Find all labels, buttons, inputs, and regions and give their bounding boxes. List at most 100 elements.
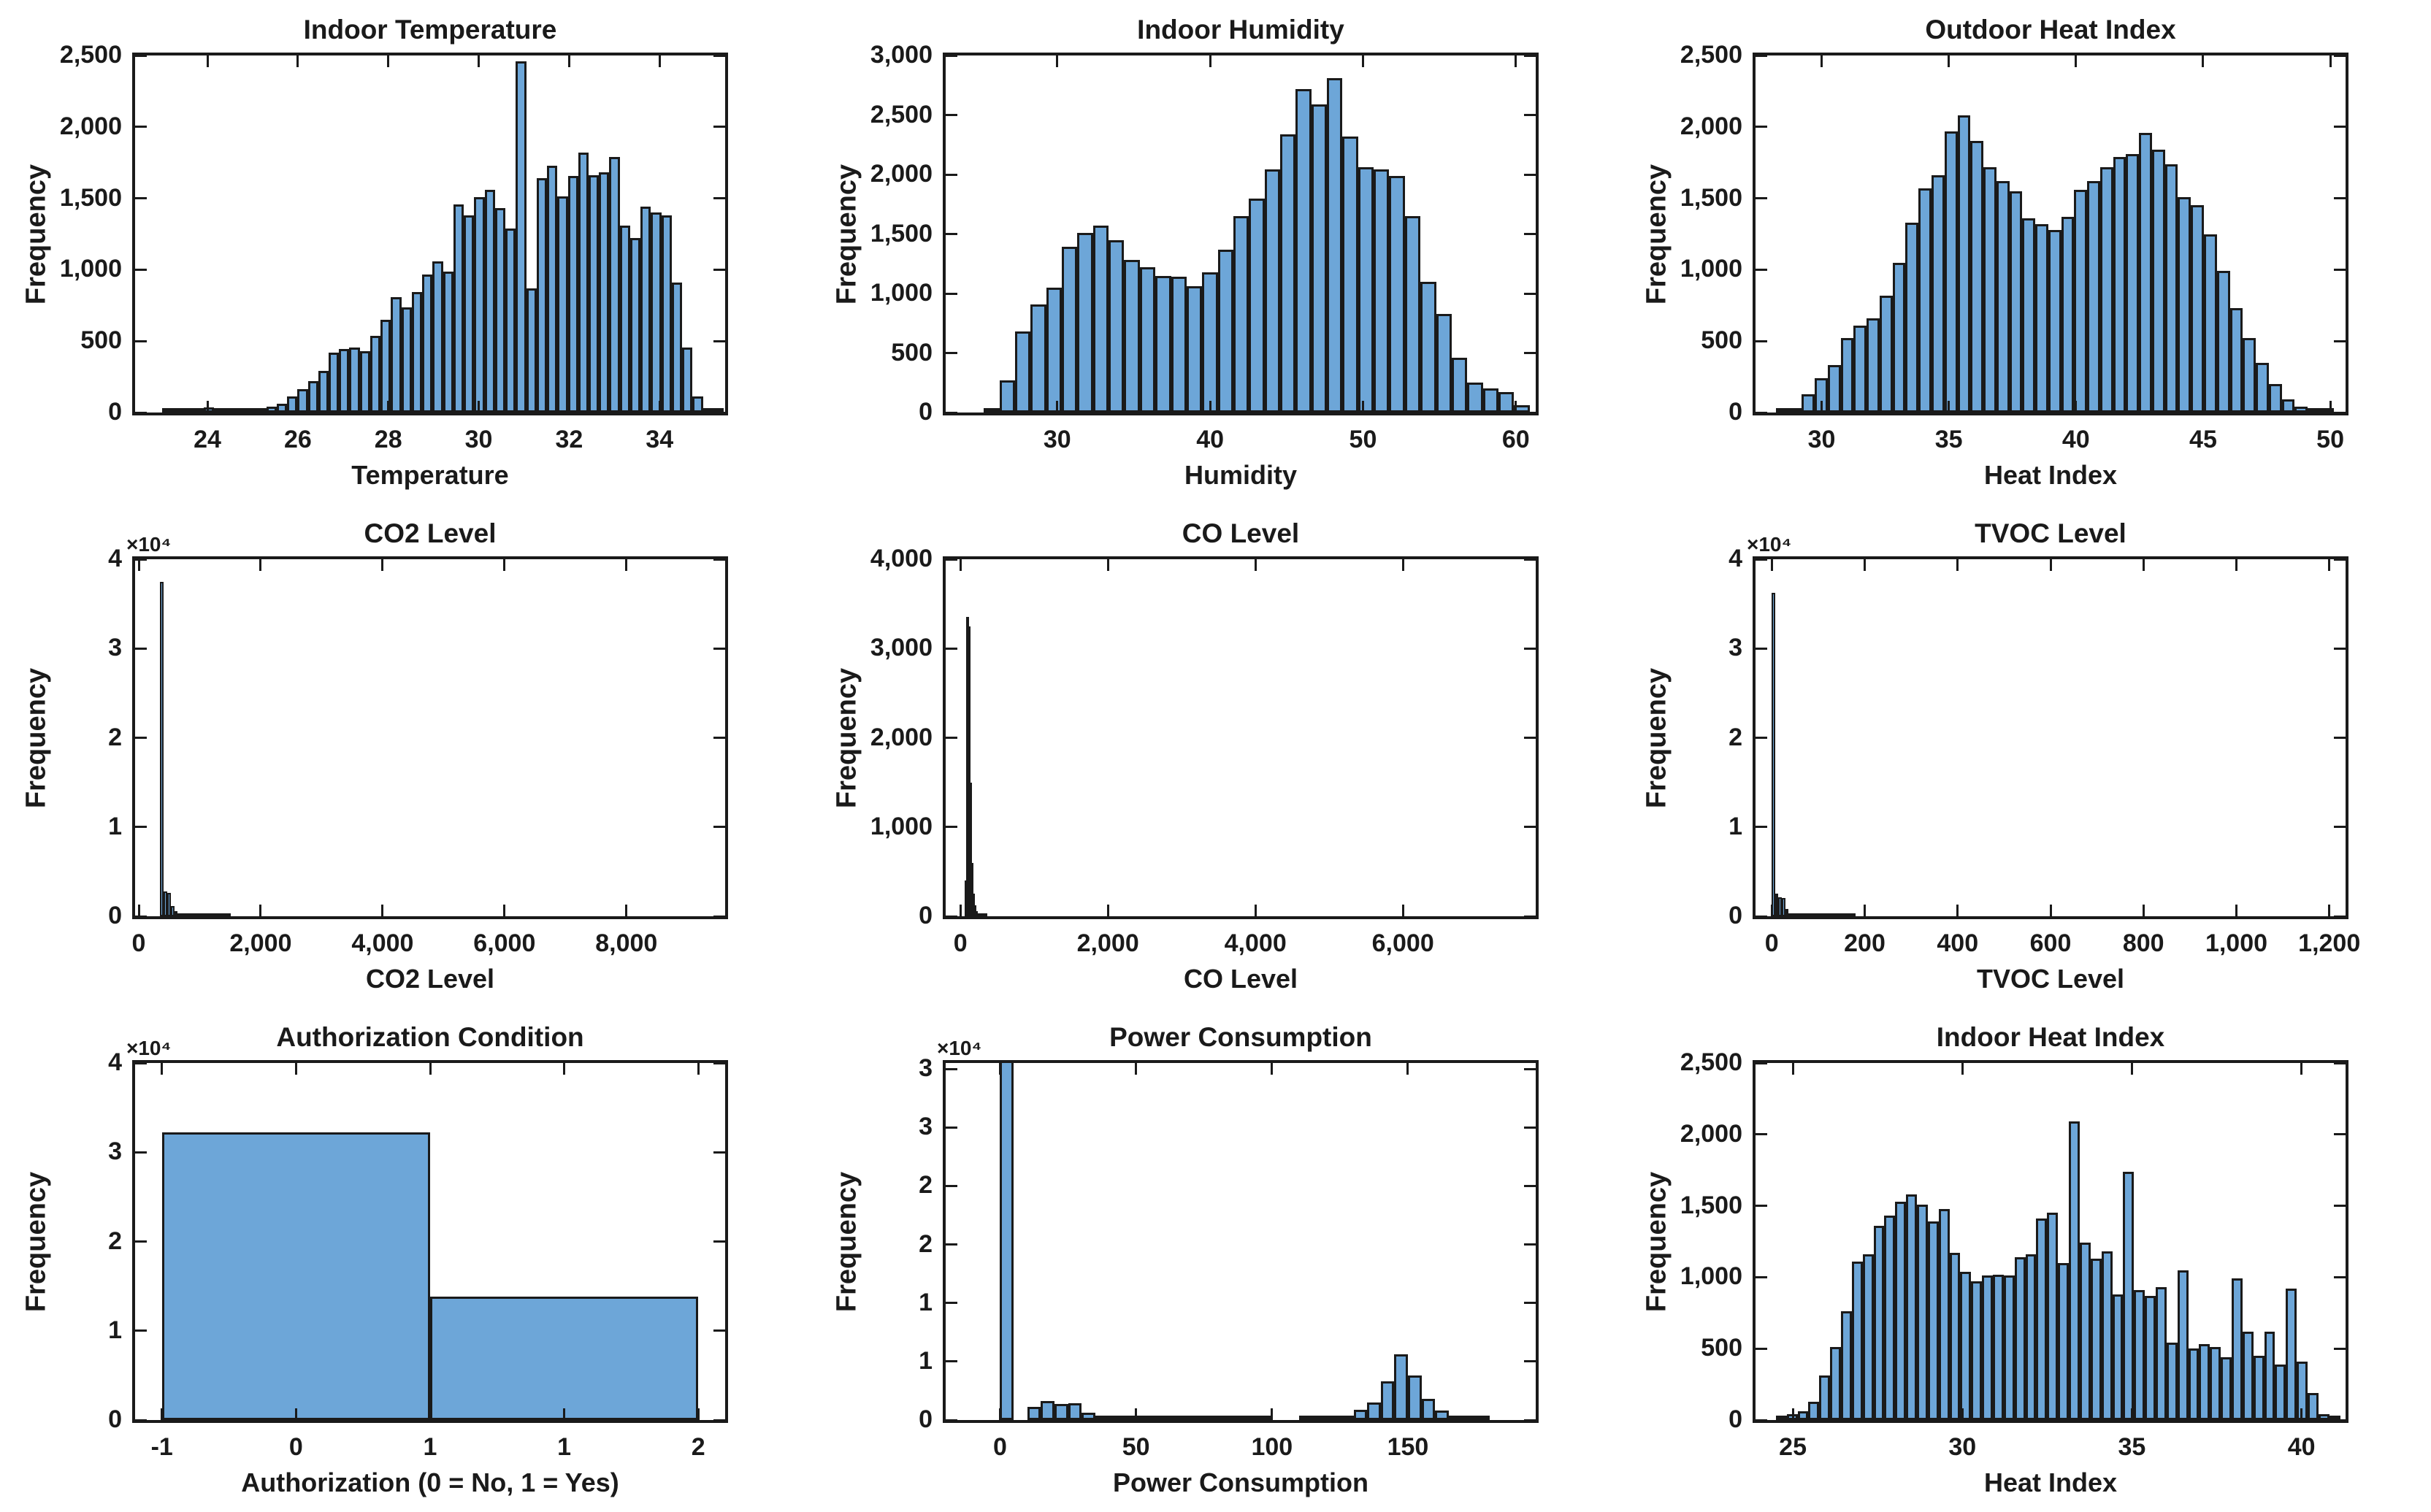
histogram-bar bbox=[2281, 399, 2295, 412]
histogram-bar bbox=[1380, 1381, 1395, 1420]
histogram-bars bbox=[946, 55, 1536, 412]
histogram-bar bbox=[1299, 1416, 1313, 1420]
histogram-bar bbox=[1927, 1221, 1939, 1420]
histogram-bar bbox=[1879, 295, 1893, 412]
y-tick-mark bbox=[135, 558, 147, 561]
histogram-bar bbox=[359, 350, 370, 412]
y-tick-label: 1 bbox=[919, 1346, 933, 1375]
x-tick-mark bbox=[1956, 905, 1959, 916]
y-tick-label: 1 bbox=[919, 1288, 933, 1316]
x-axis-label: Heat Index bbox=[1983, 1467, 2118, 1497]
y-tick-mark bbox=[713, 411, 725, 414]
histogram-bar bbox=[1081, 1413, 1095, 1420]
y-tick-label: 3 bbox=[108, 634, 122, 662]
y-tick-mark bbox=[135, 915, 147, 918]
histogram-bar bbox=[661, 215, 672, 412]
y-tick-mark bbox=[2334, 1275, 2346, 1278]
histogram-bar bbox=[2009, 191, 2023, 412]
plot-title: Outdoor Heat Index bbox=[1925, 15, 2176, 45]
histogram-bar bbox=[1778, 897, 1782, 916]
histogram-bar bbox=[2099, 166, 2113, 412]
histogram-bar bbox=[999, 380, 1016, 412]
histogram-bar bbox=[1842, 913, 1846, 916]
histogram-bar bbox=[589, 175, 600, 412]
y-tick-mark bbox=[135, 1329, 147, 1332]
x-tick-mark bbox=[1948, 55, 1950, 67]
y-tick-label: 500 bbox=[1701, 326, 1742, 355]
y-tick-mark bbox=[1756, 826, 1767, 829]
x-tick-mark bbox=[296, 55, 299, 67]
y-tick-label: 2,000 bbox=[870, 160, 933, 188]
histogram-bar bbox=[2087, 181, 2100, 412]
y-tick-label: 2 bbox=[108, 723, 122, 751]
x-tick-mark bbox=[296, 401, 299, 412]
x-tick-mark bbox=[998, 1408, 1001, 1420]
histogram-bar bbox=[2036, 1219, 2048, 1420]
y-tick-mark bbox=[946, 233, 957, 235]
histogram-bar bbox=[1970, 141, 1984, 412]
histogram-bar bbox=[1000, 1063, 1014, 1420]
y-tick-mark bbox=[713, 126, 725, 128]
x-tick-mark bbox=[503, 559, 506, 571]
histogram-bar bbox=[1217, 1415, 1231, 1420]
histogram-bar bbox=[1109, 239, 1125, 412]
histogram-bars bbox=[135, 559, 725, 916]
y-tick-label: 2,000 bbox=[59, 112, 122, 140]
histogram-bar bbox=[1867, 318, 1880, 412]
histogram-bar bbox=[328, 352, 340, 412]
x-tick-mark bbox=[1106, 559, 1109, 571]
x-tick-mark bbox=[429, 1408, 432, 1420]
histogram-bar bbox=[1092, 226, 1109, 412]
histogram-bar bbox=[1077, 232, 1093, 412]
y-tick-label: 4,000 bbox=[870, 545, 933, 572]
histogram-bar bbox=[2139, 132, 2152, 412]
subplot-outdoor-heat-index: Outdoor Heat Index Frequency Heat Index 30 3… bbox=[1620, 0, 2431, 504]
x-tick-mark bbox=[658, 55, 661, 67]
x-tick-mark bbox=[563, 1408, 566, 1420]
x-tick-label: 200 bbox=[1844, 929, 1886, 957]
histogram-bar bbox=[370, 336, 381, 412]
histogram-bar bbox=[1983, 166, 1997, 412]
y-tick-mark bbox=[946, 558, 957, 561]
histogram-bar bbox=[161, 1132, 430, 1420]
y-tick-mark bbox=[135, 197, 147, 200]
histogram-bar bbox=[599, 172, 610, 412]
histogram-bar bbox=[401, 307, 412, 412]
histogram-bar bbox=[1095, 1416, 1109, 1420]
plot-title: Power Consumption bbox=[1109, 1022, 1372, 1052]
histogram-bar bbox=[1993, 1274, 2004, 1420]
histogram-bar bbox=[422, 275, 433, 412]
histogram-bar bbox=[2003, 1275, 2015, 1420]
x-tick-mark bbox=[1056, 401, 1059, 412]
y-tick-mark bbox=[946, 915, 957, 918]
x-tick-mark bbox=[2235, 559, 2237, 571]
y-tick-mark bbox=[135, 737, 147, 739]
y-tick-mark bbox=[713, 647, 725, 650]
x-tick-mark bbox=[1956, 559, 1959, 571]
x-tick-label: 4,000 bbox=[351, 929, 414, 957]
histogram-bar bbox=[484, 189, 495, 412]
x-tick-mark bbox=[1961, 1408, 1964, 1420]
x-tick-mark bbox=[2202, 55, 2205, 67]
x-tick-mark bbox=[1401, 559, 1404, 571]
y-tick-mark bbox=[946, 737, 957, 739]
histogram-bar bbox=[1971, 1281, 1983, 1420]
x-axis-label: Heat Index bbox=[1983, 460, 2118, 490]
histogram-bar bbox=[494, 208, 506, 412]
histogram-bar bbox=[1853, 325, 1867, 412]
y-tick-mark bbox=[1524, 1126, 1536, 1129]
x-tick-label: 400 bbox=[1937, 929, 1979, 957]
x-tick-label: 40 bbox=[2061, 426, 2090, 453]
x-tick-label: 4,000 bbox=[1224, 929, 1287, 957]
subplot-co2-level: CO2 Level Frequency CO2 Level ×10⁴ 0 2,000 4,0… bbox=[0, 504, 811, 1008]
histogram-bar bbox=[1046, 287, 1063, 412]
x-tick-mark bbox=[1948, 401, 1950, 412]
y-tick-mark bbox=[1756, 411, 1767, 414]
histogram-bar bbox=[2101, 1251, 2113, 1420]
subplot-tvoc-level: TVOC Level Frequency TVOC Level ×10⁴ 0 200 400… bbox=[1620, 504, 2431, 1008]
histogram-bar bbox=[411, 291, 423, 412]
y-tick-mark bbox=[1756, 1275, 1767, 1278]
x-tick-mark bbox=[2300, 1063, 2303, 1075]
x-tick-label: 0 bbox=[953, 929, 968, 957]
histogram-bar bbox=[1932, 175, 1945, 412]
